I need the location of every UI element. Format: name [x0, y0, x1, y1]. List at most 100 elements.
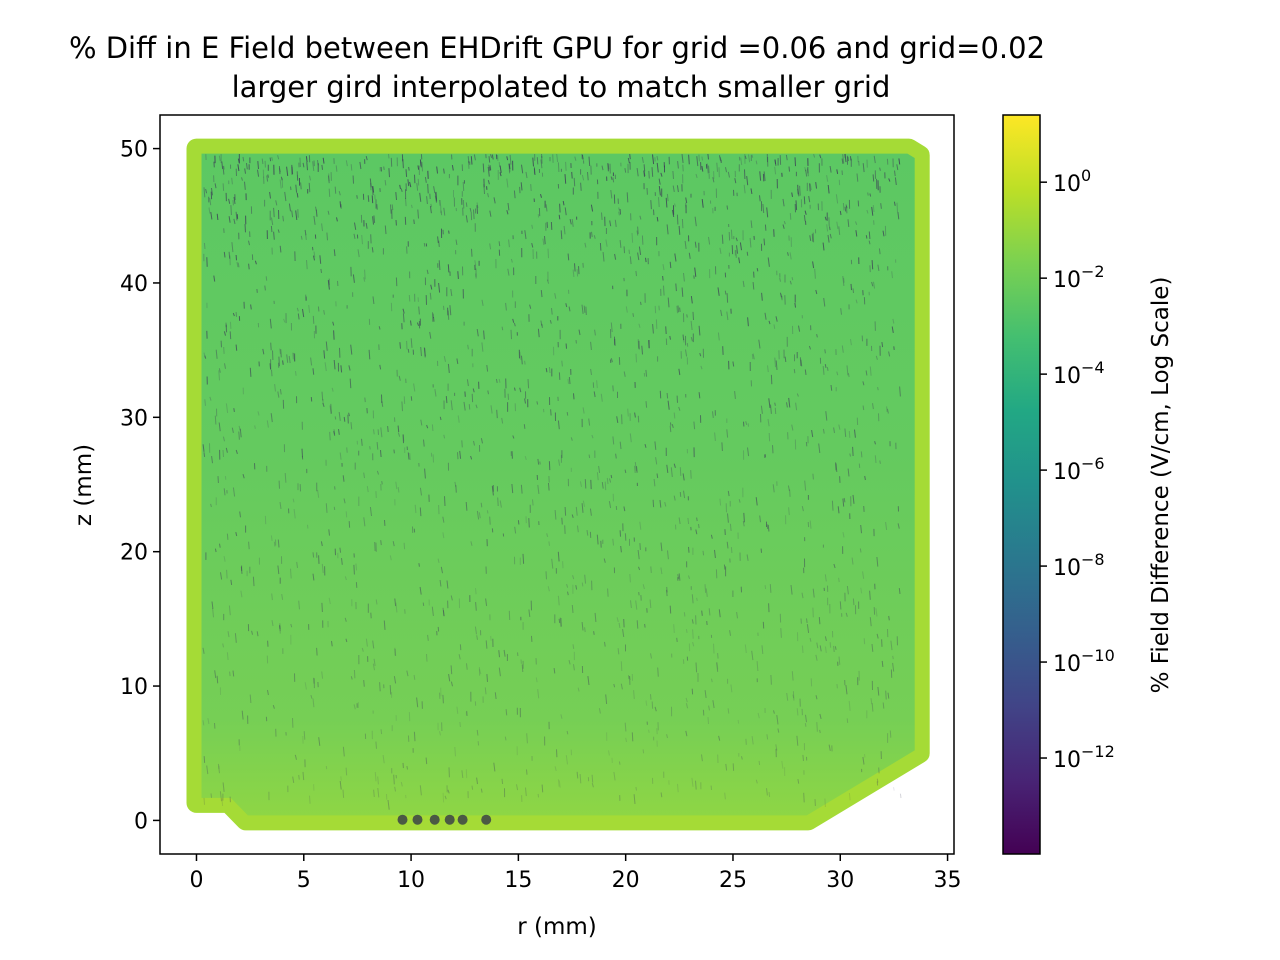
speck — [850, 339, 852, 346]
speck — [580, 182, 582, 191]
speck — [624, 722, 627, 732]
speck — [819, 713, 822, 720]
speck — [571, 514, 574, 518]
speck — [238, 425, 241, 431]
speck — [218, 368, 221, 373]
speck — [717, 287, 720, 296]
speck — [355, 563, 358, 571]
speck — [407, 348, 410, 353]
speck — [264, 285, 266, 291]
speck — [679, 307, 681, 312]
speck — [824, 349, 826, 354]
speck — [202, 647, 205, 654]
speck — [532, 499, 534, 506]
speck — [361, 234, 363, 245]
speck — [270, 342, 272, 351]
speck — [846, 365, 849, 376]
speck — [847, 373, 850, 378]
speck — [321, 602, 323, 613]
speck — [211, 456, 213, 464]
speck — [344, 617, 347, 622]
speck — [266, 175, 269, 182]
speck — [249, 694, 252, 704]
speck — [364, 397, 366, 403]
speck — [558, 214, 561, 220]
speck — [581, 154, 584, 160]
speck — [375, 599, 378, 605]
speck — [591, 231, 593, 238]
speck — [304, 229, 307, 236]
speck — [286, 166, 289, 176]
speck — [613, 771, 616, 781]
speck — [899, 793, 902, 799]
speck — [738, 257, 741, 264]
speck — [261, 158, 264, 165]
speck — [805, 169, 808, 177]
speck — [656, 155, 659, 161]
speck — [579, 481, 582, 487]
speck — [634, 462, 637, 471]
speck — [782, 224, 785, 229]
speck — [465, 202, 468, 207]
speck — [333, 359, 336, 370]
speck — [650, 566, 652, 573]
speck — [606, 477, 609, 485]
speck — [325, 503, 328, 513]
speck — [568, 659, 571, 665]
speck — [678, 406, 681, 411]
speck — [342, 789, 345, 798]
colorbar: 100 10−2 10−4 10−6 10−8 10−10 10−12 % Field Di… — [1002, 114, 1174, 855]
speck — [257, 411, 260, 416]
speck — [614, 219, 617, 227]
speck — [277, 229, 280, 233]
speck — [660, 567, 663, 575]
speck — [554, 510, 557, 520]
speck — [236, 261, 239, 268]
speck — [598, 465, 601, 473]
speck — [625, 306, 628, 313]
speck — [213, 275, 216, 282]
speck — [584, 479, 587, 489]
speck — [557, 595, 560, 606]
speck — [447, 789, 450, 794]
speck — [660, 792, 663, 798]
speck — [482, 163, 485, 173]
speck — [408, 294, 411, 302]
speck — [487, 390, 489, 395]
speck — [779, 292, 782, 298]
speck — [870, 698, 873, 705]
speck — [231, 242, 234, 253]
speck — [471, 248, 473, 257]
speck — [296, 192, 299, 198]
speck — [229, 671, 231, 677]
speck — [540, 290, 543, 298]
speck — [333, 330, 335, 340]
speck — [640, 301, 642, 306]
speck — [634, 412, 636, 418]
speck — [456, 706, 459, 714]
speck — [650, 200, 652, 210]
speck — [783, 220, 786, 225]
speck — [582, 500, 585, 507]
speck — [855, 299, 858, 304]
speck — [459, 721, 461, 728]
speck — [881, 342, 884, 348]
speck — [305, 156, 308, 163]
speck — [400, 781, 403, 787]
speck — [855, 230, 858, 237]
speck — [373, 215, 376, 223]
speck — [498, 162, 501, 167]
speck — [450, 400, 453, 411]
speck — [348, 365, 351, 371]
speck — [237, 158, 240, 164]
speck — [700, 365, 703, 370]
speck — [273, 207, 275, 218]
speck — [437, 558, 440, 563]
speck — [588, 156, 591, 167]
speck — [860, 587, 863, 594]
speck — [327, 175, 330, 184]
speck — [409, 181, 412, 188]
speck — [450, 681, 453, 687]
speck — [290, 568, 292, 579]
speck — [872, 174, 875, 182]
